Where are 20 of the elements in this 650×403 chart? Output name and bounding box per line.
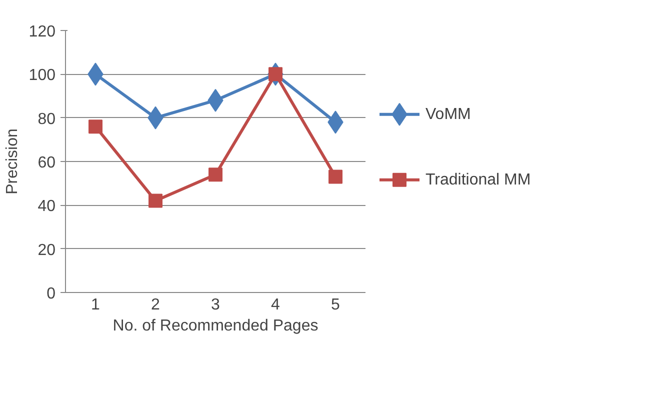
y-tick-label: 100 [28,67,56,84]
legend-label: Traditional MM [426,171,531,188]
point [88,120,102,134]
y-tick-label: 40 [38,198,56,216]
x-tick-label: 1 [91,296,100,314]
y-tick-label: 0 [46,286,56,302]
x-axis-title: No. of Recommended Pages [112,318,318,334]
x-tick-label: 4 [271,296,280,314]
y-tick-label: 20 [38,242,56,259]
x-tick-label: 2 [151,296,160,314]
y-axis-title: Precision [4,128,21,194]
point [208,168,222,182]
point [148,194,162,208]
y-tick-label: 80 [38,110,56,128]
x-tick-label: 5 [331,296,340,314]
y-tick-label: 120 [28,24,56,40]
x-tick-label: 3 [211,296,220,314]
y-tick-label: 60 [38,154,56,172]
point [328,170,342,184]
legend-label: VoMM [426,106,471,123]
